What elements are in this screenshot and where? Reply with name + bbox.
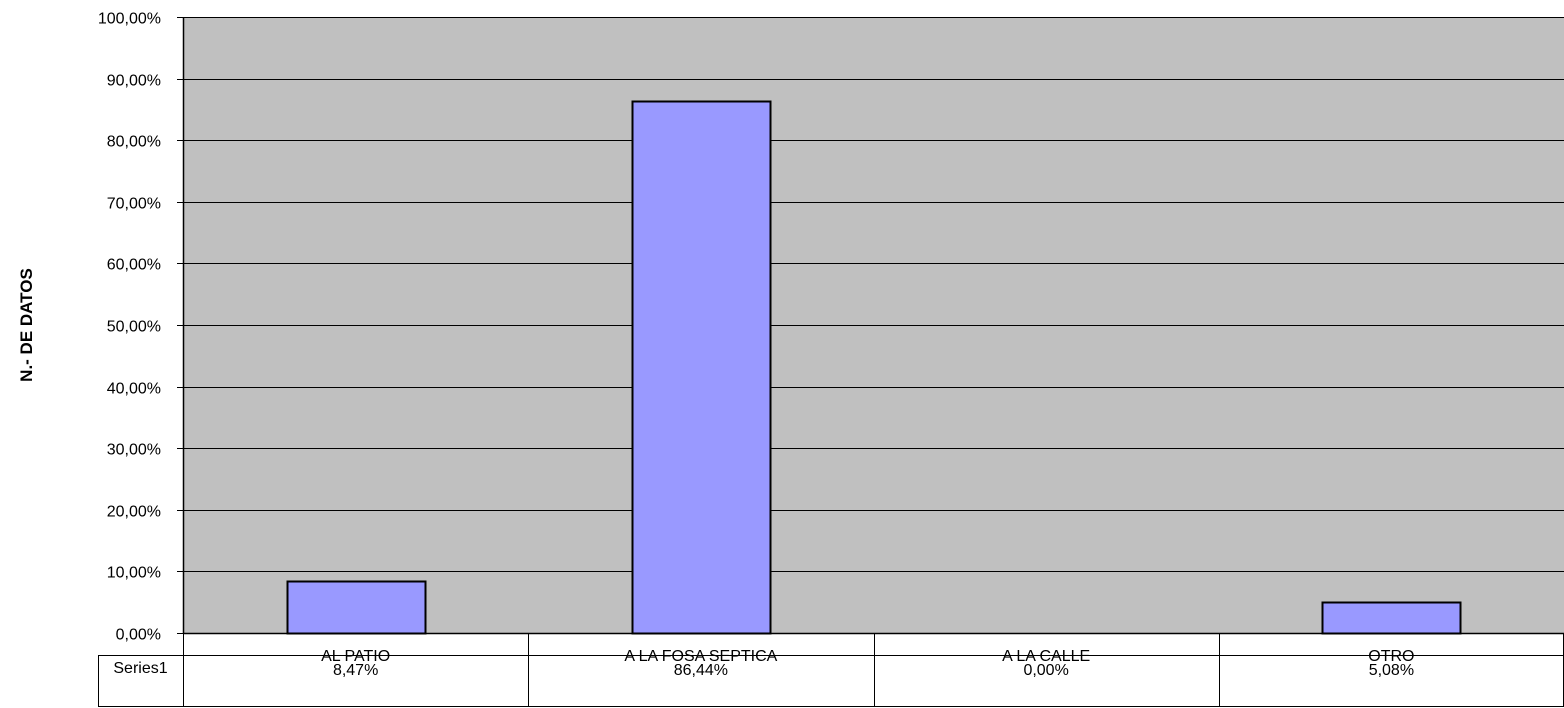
x-category-label: A LA CALLE bbox=[1002, 648, 1090, 665]
y-tick-label: 40,00% bbox=[107, 381, 161, 398]
bars bbox=[286, 100, 1462, 635]
series-name: Series1 bbox=[113, 660, 167, 677]
y-tick-label: 20,00% bbox=[107, 504, 161, 521]
data-table: AL PATIO A LA FOSA SEPTICA A LA CALLE OTRO S… bbox=[98, 633, 1564, 707]
y-tick-label: 0,00% bbox=[116, 627, 161, 644]
gridlines bbox=[183, 17, 1564, 572]
data-label: 8,47% bbox=[333, 662, 378, 679]
data-label: 86,44% bbox=[674, 662, 728, 679]
data-label: 5,08% bbox=[1369, 662, 1414, 679]
y-tick-label: 50,00% bbox=[107, 319, 161, 336]
y-tick-label: 70,00% bbox=[107, 196, 161, 213]
axes bbox=[177, 17, 1564, 635]
y-tick-label: 80,00% bbox=[107, 134, 161, 151]
bar bbox=[631, 100, 772, 635]
x-category-label: OTRO bbox=[1368, 648, 1414, 665]
y-tick-label: 60,00% bbox=[107, 257, 161, 274]
y-tick-label: 90,00% bbox=[107, 73, 161, 90]
x-category-label: A LA FOSA SEPTICA bbox=[624, 648, 777, 665]
y-tick-label: 10,00% bbox=[107, 565, 161, 582]
y-axis-label: N.- DE DATOS bbox=[17, 268, 36, 382]
y-tick-label: 30,00% bbox=[107, 442, 161, 459]
bar bbox=[286, 580, 427, 635]
y-tick-label: 100,00% bbox=[98, 11, 161, 28]
y-tick-labels: 0,00% 10,00% 20,00% 30,00% 40,00% 50,00% 60,00… bbox=[98, 11, 161, 644]
bar bbox=[1321, 601, 1462, 635]
x-category-label: AL PATIO bbox=[321, 648, 390, 665]
data-label: 0,00% bbox=[1023, 662, 1068, 679]
